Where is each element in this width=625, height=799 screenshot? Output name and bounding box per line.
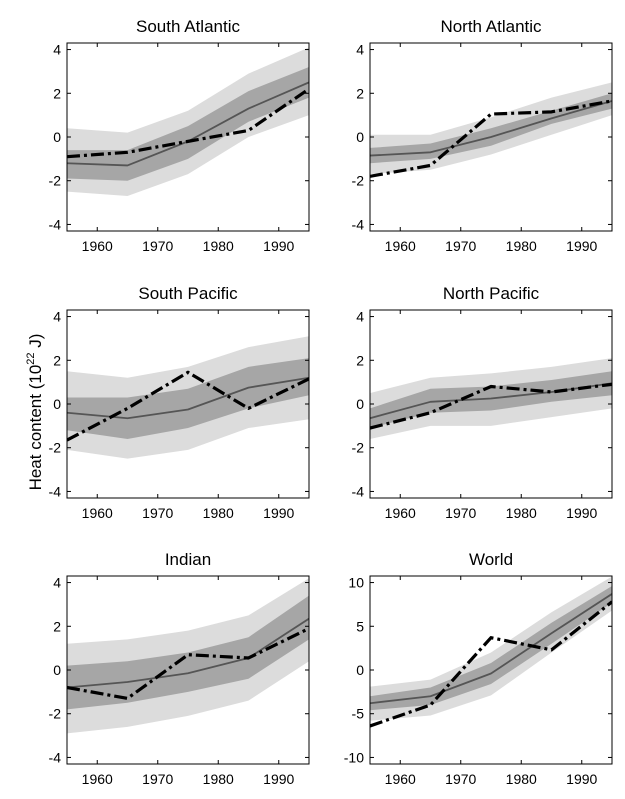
- panel-south-pacific-plot-area: [67, 336, 309, 459]
- panel-north-pacific-ytick-label-0: 0: [356, 396, 364, 412]
- panel-south-pacific-observed-line: [67, 370, 309, 442]
- panel-north-atlantic-ytick-label-0: 0: [356, 129, 364, 145]
- panel-world-ytick-label--10: -10: [344, 749, 364, 765]
- panel-indian-inner-band: [67, 595, 309, 710]
- panel-south-pacific-model-mean-line: [67, 376, 309, 420]
- panel-south-atlantic-ytick-label-4: 4: [53, 42, 61, 58]
- panel-north-atlantic-xtick-label-1980: 1980: [506, 238, 537, 254]
- panel-north-pacific-xtick-label-1980: 1980: [506, 505, 537, 521]
- panel-north-pacific-observed-line: [370, 382, 612, 430]
- panel-south-pacific-xtick-label-1980: 1980: [203, 505, 234, 521]
- panel-indian-ytick-label-0: 0: [53, 662, 61, 678]
- panel-world: 1960 1970 1980 1990 -10 -5 0 5 10 World: [344, 550, 613, 787]
- panel-indian-ytick-label-4: 4: [53, 575, 61, 591]
- panel-indian-model-mean-line: [67, 617, 309, 689]
- y-axis-label-exponent: 22: [25, 352, 37, 364]
- panel-north-atlantic-plot-area: [370, 82, 612, 178]
- panel-north-atlantic: 1960 1970 1980 1990 -4 -2 0 2 4 North Atlantic: [352, 17, 613, 254]
- panel-world-model-mean-line: [370, 593, 612, 705]
- panel-world-xtick-label-1960: 1960: [385, 771, 416, 787]
- panel-world-title: World: [469, 550, 513, 569]
- y-axis-label: Heat content (1022 J): [25, 334, 45, 491]
- panel-south-atlantic-title: South Atlantic: [136, 17, 240, 36]
- panel-north-atlantic-title: North Atlantic: [440, 17, 542, 36]
- panel-south-pacific-ytick-label-2: 2: [53, 352, 61, 368]
- panel-north-atlantic-observed-line: [370, 99, 612, 178]
- panel-south-atlantic-plot-area: [67, 47, 309, 197]
- panel-north-pacific: 1960 1970 1980 1990 -4 -2 0 2 4 North Pacific: [352, 284, 613, 521]
- panel-north-pacific-title: North Pacific: [443, 284, 540, 303]
- panel-world-outer-band: [370, 576, 612, 721]
- panel-indian-ytick-label--4: -4: [49, 749, 62, 765]
- panel-south-pacific-xtick-label-1970: 1970: [142, 505, 173, 521]
- panel-north-atlantic-ytick-label-4: 4: [356, 42, 364, 58]
- panel-indian: 1960 1970 1980 1990 -4 -2 0 2 4 Indian: [49, 550, 310, 787]
- panel-south-pacific-xtick-label-1990: 1990: [263, 505, 294, 521]
- panel-south-atlantic-ytick-label-0: 0: [53, 129, 61, 145]
- panel-north-pacific-xtick-label-1990: 1990: [566, 505, 597, 521]
- y-axis-label-prefix: Heat content (10: [26, 365, 45, 491]
- panel-north-atlantic-model-mean-line: [370, 100, 612, 157]
- panel-south-atlantic-observed-line: [67, 87, 309, 159]
- panel-south-atlantic-ytick-label--2: -2: [49, 173, 62, 189]
- panel-south-pacific-title: South Pacific: [138, 284, 238, 303]
- panel-world-ytick-label-0: 0: [356, 662, 364, 678]
- panel-world-plot-area: [370, 576, 612, 728]
- panel-south-pacific-ytick-label-0: 0: [53, 396, 61, 412]
- panel-north-atlantic-ytick-label-2: 2: [356, 85, 364, 101]
- panel-south-pacific-ytick-label-4: 4: [53, 309, 61, 325]
- panel-indian-observed-line: [67, 627, 309, 701]
- panel-north-pacific-ytick-label-2: 2: [356, 352, 364, 368]
- panel-south-atlantic-xtick-label-1970: 1970: [142, 238, 173, 254]
- y-axis-label-suffix: J): [26, 334, 45, 353]
- panel-north-atlantic-xtick-label-1960: 1960: [385, 238, 416, 254]
- panel-south-atlantic-ytick-label--4: -4: [49, 216, 62, 232]
- panel-indian-xtick-label-1960: 1960: [82, 771, 113, 787]
- panel-north-atlantic-ytick-label--2: -2: [352, 173, 365, 189]
- panel-south-atlantic-xtick-label-1980: 1980: [203, 238, 234, 254]
- panel-north-pacific-ytick-label--4: -4: [352, 483, 365, 499]
- panel-south-pacific-ytick-label--2: -2: [49, 440, 62, 456]
- panel-south-atlantic-ytick-label-2: 2: [53, 85, 61, 101]
- panel-north-atlantic-xtick-label-1990: 1990: [566, 238, 597, 254]
- panel-south-atlantic-xtick-label-1960: 1960: [82, 238, 113, 254]
- panel-world-observed-line: [370, 600, 612, 728]
- panel-indian-title: Indian: [165, 550, 211, 569]
- panel-north-pacific-plot-area: [370, 358, 612, 439]
- panel-south-pacific-xtick-label-1960: 1960: [82, 505, 113, 521]
- panel-south-atlantic-xtick-label-1990: 1990: [263, 238, 294, 254]
- panel-north-atlantic-inner-band: [370, 93, 612, 164]
- panel-north-atlantic-xtick-label-1970: 1970: [445, 238, 476, 254]
- panel-north-pacific-xtick-label-1970: 1970: [445, 505, 476, 521]
- panel-indian-plot-area: [67, 578, 309, 734]
- panel-indian-ytick-label--2: -2: [49, 706, 62, 722]
- panel-south-atlantic: 1960 1970 1980 1990 -4 -2 0 2 4 South Atlantic: [49, 17, 310, 254]
- panel-world-ytick-label-5: 5: [356, 618, 364, 634]
- panel-north-pacific-ytick-label-4: 4: [356, 309, 364, 325]
- panel-indian-xtick-label-1970: 1970: [142, 771, 173, 787]
- panel-world-inner-band: [370, 586, 612, 711]
- panel-north-pacific-inner-band: [370, 371, 612, 429]
- panel-north-pacific-ytick-label--2: -2: [352, 440, 365, 456]
- panel-world-ytick-label-10: 10: [348, 575, 364, 591]
- panel-north-atlantic-ytick-label--4: -4: [352, 216, 365, 232]
- panel-indian-xtick-label-1980: 1980: [203, 771, 234, 787]
- panel-world-ytick-label--5: -5: [352, 706, 365, 722]
- panel-world-xtick-label-1970: 1970: [445, 771, 476, 787]
- panel-indian-xtick-label-1990: 1990: [263, 771, 294, 787]
- panel-world-xtick-label-1990: 1990: [566, 771, 597, 787]
- panel-world-xtick-label-1980: 1980: [506, 771, 537, 787]
- panel-south-pacific-ytick-label--4: -4: [49, 483, 62, 499]
- panel-indian-ytick-label-2: 2: [53, 618, 61, 634]
- panel-south-pacific: 1960 1970 1980 1990 -4 -2 0 2 4 South Pacific: [49, 284, 310, 521]
- panel-north-pacific-xtick-label-1960: 1960: [385, 505, 416, 521]
